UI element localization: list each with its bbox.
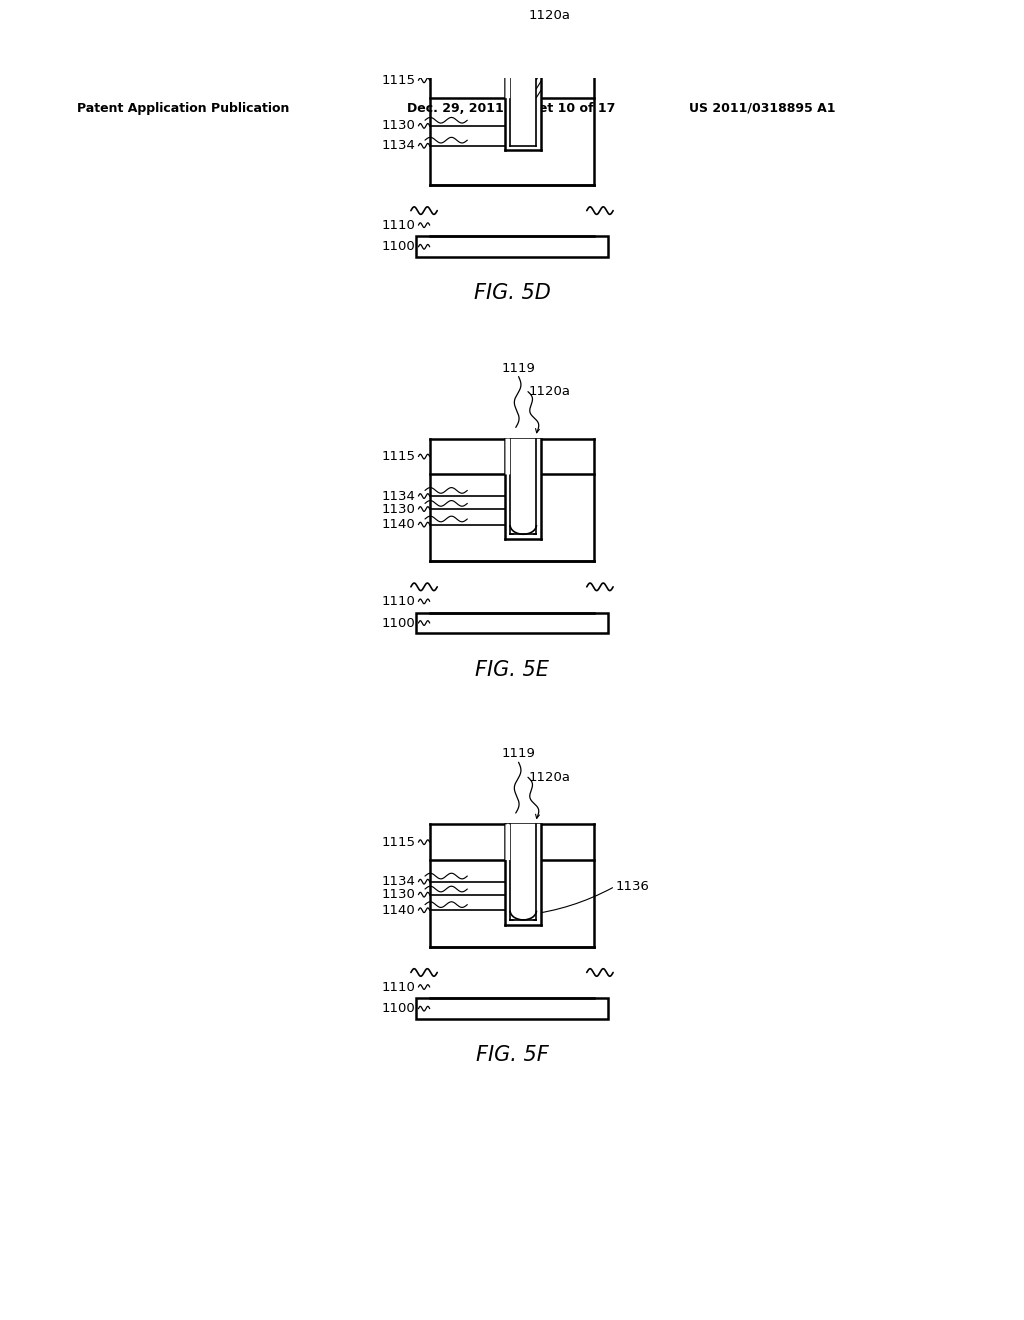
- Text: 1140: 1140: [382, 904, 416, 917]
- Text: 1115: 1115: [382, 450, 416, 463]
- Bar: [506, 62, 541, 150]
- Text: Patent Application Publication: Patent Application Publication: [78, 102, 290, 115]
- Text: 1110: 1110: [382, 981, 416, 994]
- Text: 1120a: 1120a: [529, 771, 571, 784]
- Text: 1120a: 1120a: [529, 385, 571, 399]
- Text: US 2011/0318895 A1: US 2011/0318895 A1: [689, 102, 836, 115]
- Text: 1100: 1100: [382, 240, 416, 253]
- Bar: [416, 612, 608, 634]
- FancyBboxPatch shape: [506, 824, 510, 861]
- FancyBboxPatch shape: [506, 62, 510, 98]
- Text: 1110: 1110: [382, 219, 416, 232]
- Text: 1100: 1100: [382, 616, 416, 630]
- FancyBboxPatch shape: [506, 438, 510, 474]
- Text: 1100: 1100: [382, 1002, 416, 1015]
- Text: 1119: 1119: [502, 362, 536, 375]
- Text: Dec. 29, 2011  Sheet 10 of 17: Dec. 29, 2011 Sheet 10 of 17: [407, 102, 615, 115]
- Text: 1134: 1134: [382, 875, 416, 888]
- Text: 1134: 1134: [382, 140, 416, 152]
- Bar: [506, 824, 541, 924]
- Text: 1110: 1110: [382, 595, 416, 609]
- Text: 1115: 1115: [382, 74, 416, 87]
- Text: 1119: 1119: [502, 747, 536, 760]
- Text: FIG. 5F: FIG. 5F: [475, 1045, 549, 1065]
- Bar: [506, 438, 541, 539]
- Text: FIG. 5D: FIG. 5D: [473, 284, 551, 304]
- Text: 1120a: 1120a: [529, 9, 571, 22]
- Text: 1134: 1134: [382, 490, 416, 503]
- Text: 1136: 1136: [615, 880, 650, 892]
- Text: 1130: 1130: [382, 503, 416, 516]
- Text: 1130: 1130: [382, 119, 416, 132]
- Text: 1115: 1115: [382, 836, 416, 849]
- Text: 1130: 1130: [382, 888, 416, 902]
- Bar: [416, 998, 608, 1019]
- Text: FIG. 5E: FIG. 5E: [475, 660, 549, 680]
- Text: 1140: 1140: [382, 519, 416, 531]
- Bar: [416, 236, 608, 257]
